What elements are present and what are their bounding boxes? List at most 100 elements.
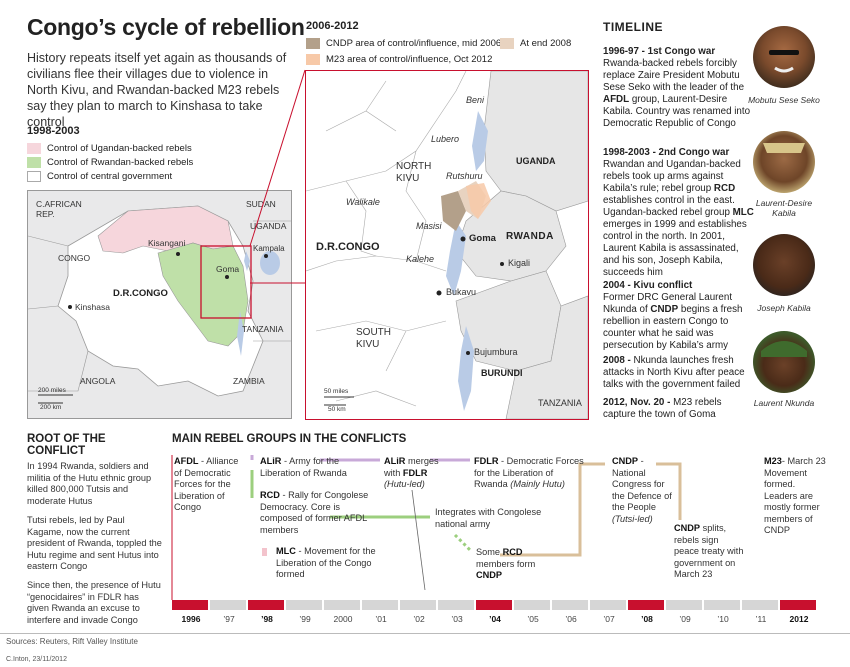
year-label: 2012 <box>789 614 809 624</box>
year-segment <box>362 600 398 610</box>
scale-miles: 50 miles <box>324 388 349 395</box>
group-cndp: CNDP - National Congress for the Defence… <box>612 456 674 525</box>
group-name: CNDP <box>674 523 701 533</box>
group-cndp-splits: CNDP splits, rebels sign peace treaty wi… <box>674 523 744 581</box>
map-label-north-kivu: NORTH KIVU <box>396 161 432 184</box>
year-label: ’97 <box>223 614 235 624</box>
big-map-heading: 2006-2012 <box>306 20 359 32</box>
year-label: ’99 <box>299 614 311 624</box>
map-label-sudan: SUDAN <box>246 199 276 209</box>
map-label-goma: Goma <box>469 233 496 244</box>
group-name: CNDP <box>612 456 639 466</box>
timeline-item-2008: 2008 - Nkunda launches fresh attacks in … <box>603 355 755 391</box>
year-label: ’10 <box>717 614 729 624</box>
timeline-body: emerges in 1999 and establishes control … <box>603 219 747 278</box>
year-label: ’09 <box>679 614 691 624</box>
page-title: Congo’s cycle of rebellion <box>27 14 305 40</box>
legend-label: M23 area of control/influence, Oct 2012 <box>326 54 493 65</box>
year-segment <box>666 600 702 610</box>
year-segment <box>324 600 360 610</box>
legend-end-2008: At end 2008 <box>500 38 571 49</box>
group-name: FDLR <box>402 467 428 478</box>
year-segment <box>172 600 208 610</box>
group-alir-merge: ALiR merges with FDLR (Hutu-led) <box>384 456 452 491</box>
swatch-icon <box>306 54 320 65</box>
group-rcd: RCD - Rally for Congolese Democracy. Cor… <box>260 490 380 536</box>
timeline-body: Nkunda launches fresh attacks in North K… <box>603 355 745 390</box>
swatch-icon <box>27 171 41 182</box>
root-p3: Since then, the presence of Hutu “genoci… <box>27 580 161 625</box>
group-name: CNDP <box>476 570 503 580</box>
map-label-kigali: Kigali <box>508 258 531 268</box>
map-label-uganda: UGANDA <box>250 221 287 231</box>
legend-label: CNDP area of control/influence, mid 2006 <box>326 38 502 49</box>
group-desc: - Democratic Forces for the Liberation o… <box>474 456 584 489</box>
year-label: ’02 <box>413 614 425 624</box>
timeline-head: 2008 - <box>603 355 631 366</box>
year-label: ’98 <box>261 614 273 624</box>
legend-m23-2012: M23 area of control/influence, Oct 2012 <box>306 54 492 65</box>
year-label: ’01 <box>375 614 387 624</box>
portrait-caption: Laurent-Desire Kabila <box>755 198 813 218</box>
group-alir: ALiR - Army for the Liberation of Rwanda <box>260 456 360 479</box>
group-fdlr: FDLR - Democratic Forces for the Liberat… <box>474 456 584 491</box>
year-label: ’06 <box>565 614 577 624</box>
sources: Sources: Reuters, Rift Valley Institute <box>6 637 138 646</box>
year-segment <box>514 600 550 610</box>
group-some-rcd: Some RCD members form CNDP <box>476 547 536 582</box>
map-label-rwanda: RWANDA <box>506 231 554 242</box>
year-segment <box>248 600 284 610</box>
year-segment <box>780 600 816 610</box>
scale-km: 50 km <box>328 406 346 413</box>
timeline-body: Rwanda-backed rebels forcibly replace Za… <box>603 58 745 93</box>
map-label-masisi: Masisi <box>416 221 442 231</box>
year-segment <box>704 600 740 610</box>
credit: C.Inton, 23/11/2012 <box>6 656 67 663</box>
portrait-laurent-kabila <box>753 131 815 193</box>
small-map: C.AFRICAN REP. SUDAN UGANDA CONGO Kisang… <box>27 190 292 419</box>
legend-ugandan: Control of Ugandan-backed rebels <box>27 143 193 154</box>
map-label-zambia: ZAMBIA <box>233 376 265 386</box>
group-desc: Some <box>476 547 503 557</box>
legend-rwandan: Control of Rwandan-backed rebels <box>27 157 193 168</box>
timeline-body: group, Laurent-Desire Kabila. Country wa… <box>603 94 751 129</box>
scale-km: 200 km <box>40 404 62 411</box>
year-label: ’07 <box>603 614 615 624</box>
portrait-caption: Joseph Kabila <box>757 303 811 313</box>
legend-label: Control of central government <box>47 171 173 182</box>
group-tag: (Hutu-led) <box>384 479 425 489</box>
map-label-congo: CONGO <box>58 253 91 263</box>
legend-label: Control of Rwandan-backed rebels <box>47 157 194 168</box>
timeline-item-1996: 1996-97 - 1st Congo war Rwanda-backed reb… <box>603 46 755 130</box>
timeline-body: begins a fresh rebellion in eastern Cong… <box>603 304 743 351</box>
swatch-icon <box>27 157 41 168</box>
timeline-body: Rwandan and Ugandan-backed rebels took u… <box>603 159 741 194</box>
year-segment <box>286 600 322 610</box>
timeline-item-2004: 2004 - Kivu conflict Former DRC General L… <box>603 280 755 352</box>
group-desc: - Movement for the Liberation of the Con… <box>276 546 376 579</box>
timeline-body: Former DRC General Laurent Nkunda of <box>603 292 733 315</box>
map-label-tanzania: TANZANIA <box>538 398 582 408</box>
timeline-title: TIMELINE <box>603 20 663 34</box>
map-label-goma: Goma <box>216 264 240 274</box>
swatch-icon <box>500 38 514 49</box>
big-map-svg <box>306 71 588 419</box>
group-tag: (Mainly Hutu) <box>510 479 565 489</box>
swatch-icon <box>306 38 320 49</box>
root-title: ROOT OF THE CONFLICT <box>27 433 106 457</box>
year-label: 2000 <box>333 614 353 624</box>
legend-cndp-2006: CNDP area of control/influence, mid 2006 <box>306 38 501 49</box>
timeline-body: M23 rebels capture the town of Goma <box>603 397 722 420</box>
group-desc: - March 23 Movement formed. Leaders are … <box>764 456 826 535</box>
year-label: ’04 <box>489 614 501 624</box>
map-label-lubero: Lubero <box>431 134 460 144</box>
year-label: ’05 <box>527 614 539 624</box>
group-name: M23 <box>764 456 782 466</box>
map-label-walikale: Walikale <box>346 197 380 207</box>
big-map: Beni Lubero NORTH KIVU Rutshuru UGANDA W… <box>305 70 589 420</box>
portrait-mobutu <box>753 26 815 88</box>
intro-text: History repeats itself yet again as thou… <box>27 51 287 129</box>
timeline-head: 2004 - Kivu conflict <box>603 280 693 291</box>
group-desc: - Rally for Congolese Democracy. Core is… <box>260 490 369 535</box>
